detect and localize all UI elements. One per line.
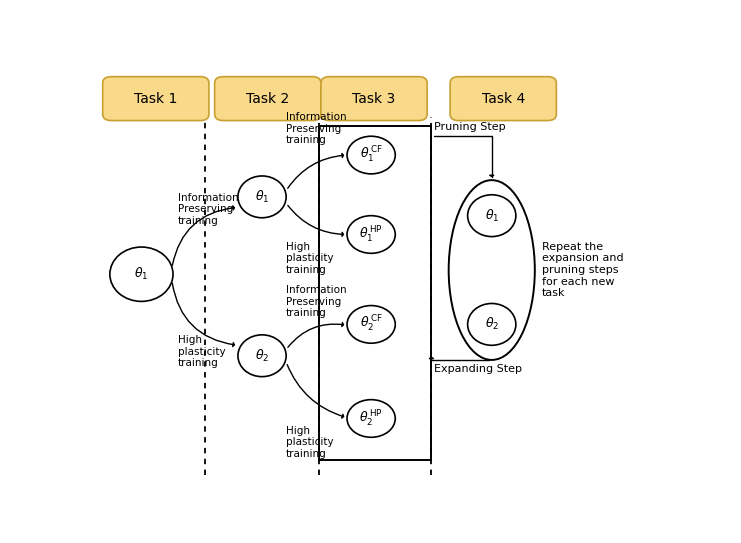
Ellipse shape bbox=[347, 400, 395, 437]
Text: High
plasticity
training: High plasticity training bbox=[286, 426, 333, 459]
FancyBboxPatch shape bbox=[450, 77, 556, 121]
Text: $\theta_{2}^{\,\mathrm{HP}}$: $\theta_{2}^{\,\mathrm{HP}}$ bbox=[359, 408, 383, 428]
Text: Task 4: Task 4 bbox=[482, 92, 525, 105]
Text: $\theta_{1}$: $\theta_{1}$ bbox=[255, 189, 269, 205]
Text: $\theta_{1}^{\,\mathrm{HP}}$: $\theta_{1}^{\,\mathrm{HP}}$ bbox=[359, 224, 383, 244]
Text: $\theta_{1}$: $\theta_{1}$ bbox=[485, 207, 499, 224]
Text: Task 2: Task 2 bbox=[246, 92, 290, 105]
Ellipse shape bbox=[238, 176, 286, 218]
Text: High
plasticity
training: High plasticity training bbox=[286, 242, 333, 275]
Text: $\theta_{2}$: $\theta_{2}$ bbox=[255, 348, 269, 364]
Ellipse shape bbox=[110, 247, 173, 301]
FancyBboxPatch shape bbox=[321, 77, 427, 121]
Text: Information
Preserving
training: Information Preserving training bbox=[178, 193, 239, 226]
Ellipse shape bbox=[347, 306, 395, 343]
Ellipse shape bbox=[347, 216, 395, 253]
Text: $\theta_{1}^{\,\mathrm{CF}}$: $\theta_{1}^{\,\mathrm{CF}}$ bbox=[360, 145, 382, 165]
Text: Task 3: Task 3 bbox=[353, 92, 396, 105]
FancyBboxPatch shape bbox=[215, 77, 321, 121]
Text: $\theta_1$: $\theta_1$ bbox=[134, 266, 149, 282]
Text: Information
Preserving
training: Information Preserving training bbox=[286, 112, 347, 146]
Text: Task 1: Task 1 bbox=[134, 92, 178, 105]
Ellipse shape bbox=[468, 195, 516, 237]
Text: $\theta_{2}^{\,\mathrm{CF}}$: $\theta_{2}^{\,\mathrm{CF}}$ bbox=[360, 314, 382, 334]
Ellipse shape bbox=[347, 136, 395, 174]
Ellipse shape bbox=[468, 304, 516, 345]
FancyBboxPatch shape bbox=[103, 77, 209, 121]
Text: High
plasticity
training: High plasticity training bbox=[178, 335, 225, 368]
Ellipse shape bbox=[238, 335, 286, 377]
Text: Information
Preserving
training: Information Preserving training bbox=[286, 285, 347, 318]
Text: $\theta_{2}$: $\theta_{2}$ bbox=[485, 317, 499, 332]
Text: Repeat the
expansion and
pruning steps
for each new
task: Repeat the expansion and pruning steps f… bbox=[542, 242, 623, 298]
Text: Expanding Step: Expanding Step bbox=[433, 364, 522, 374]
Text: Pruning Step: Pruning Step bbox=[433, 122, 505, 132]
Bar bbox=[319, 126, 431, 460]
